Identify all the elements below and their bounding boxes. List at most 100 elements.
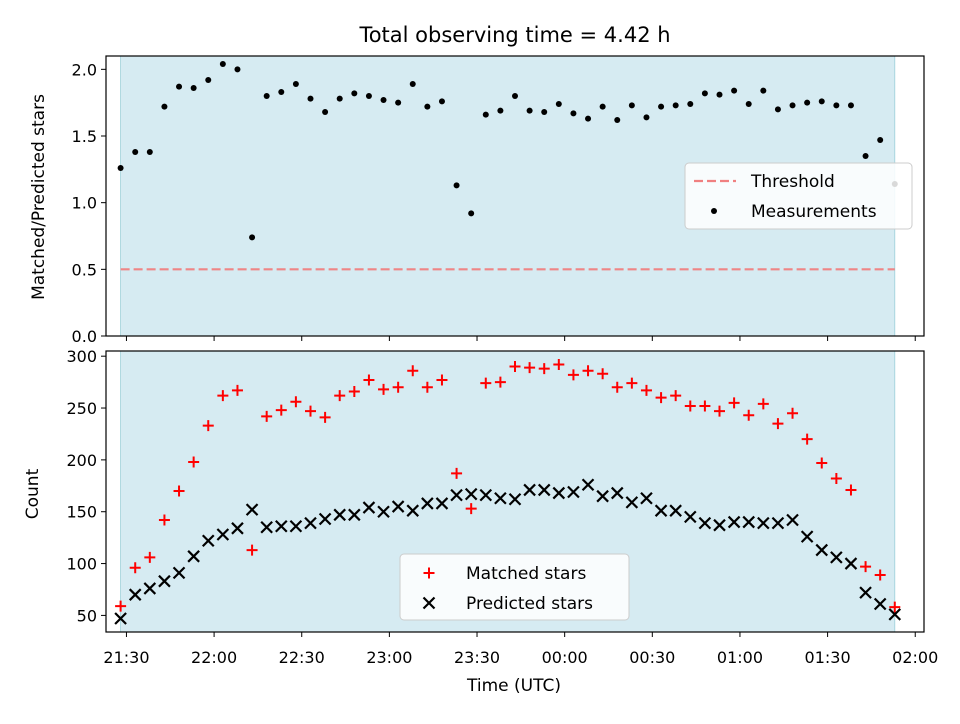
measurement-point-50 <box>833 102 840 109</box>
predicted-star-point-8 <box>216 528 230 541</box>
predicted-star-point-30 <box>537 483 551 497</box>
x-tick-label-6: 00:00 <box>542 648 588 667</box>
matched-star-point-29 <box>524 362 536 374</box>
predicted-star-point-26 <box>479 488 493 502</box>
predicted-star-point-51 <box>844 557 858 570</box>
measurement-point-19 <box>380 97 387 103</box>
measurement-point-11 <box>263 93 270 99</box>
measurement-point-17 <box>351 90 358 97</box>
matched-star-point-48 <box>801 433 813 445</box>
predicted-star-point-35 <box>610 486 624 500</box>
matched-star-point-31 <box>553 358 565 370</box>
matched-star-point-54 <box>889 601 901 613</box>
measurement-point-14 <box>307 95 314 102</box>
measurement-point-16 <box>336 95 343 102</box>
matched-star-point-21 <box>407 365 419 377</box>
measurement-point-28 <box>512 93 518 99</box>
matched-star-point-36 <box>626 377 638 389</box>
bottom-y-tick-label-6: 300 <box>66 347 97 366</box>
measurement-point-3 <box>146 149 153 155</box>
predicted-star-point-23 <box>435 497 449 510</box>
measurement-point-46 <box>774 106 781 113</box>
measurement-point-44 <box>745 101 752 107</box>
measurement-point-8 <box>219 61 226 67</box>
matched-star-point-5 <box>173 485 185 497</box>
matched-star-point-15 <box>319 411 331 423</box>
measurement-point-47 <box>789 102 796 109</box>
measurement-point-15 <box>322 109 329 115</box>
matched-star-point-44 <box>743 409 755 421</box>
predicted-star-point-7 <box>201 534 215 548</box>
measurement-point-42 <box>716 91 723 98</box>
predicted-star-point-33 <box>581 478 595 492</box>
predicted-star-point-3 <box>143 582 157 595</box>
predicted-star-point-47 <box>786 513 799 527</box>
x-tick-label-4: 23:00 <box>366 648 412 667</box>
predicted-star-point-49 <box>815 543 829 557</box>
predicted-star-point-9 <box>231 522 244 535</box>
legend-matched-swatch <box>423 567 435 579</box>
matched-star-point-39 <box>670 390 682 402</box>
bottom-legend: Matched stars Predicted stars <box>399 553 630 621</box>
predicted-star-point-12 <box>275 519 288 533</box>
matched-star-point-47 <box>787 407 799 419</box>
measurement-point-1 <box>117 165 124 171</box>
measurement-point-5 <box>176 83 183 90</box>
chart-title: Total observing time = 4.42 h <box>358 23 670 47</box>
bottom-panel: 50 100 150 200 250 300 21:30 22:00 22:30 23:00 23:… <box>66 347 938 667</box>
measurement-point-22 <box>424 103 431 110</box>
matched-star-point-49 <box>816 457 828 469</box>
legend-predicted-label: Predicted stars <box>466 594 593 614</box>
top-y-tick-label-4: 1.5 <box>72 127 97 146</box>
matched-star-point-23 <box>436 374 448 386</box>
measurement-point-12 <box>278 89 285 95</box>
predicted-star-point-38 <box>654 504 668 517</box>
measurement-point-40 <box>687 101 694 107</box>
x-tick-label-8: 01:00 <box>717 648 763 667</box>
legend-measurements-label: Measurements <box>751 202 877 222</box>
predicted-star-point-40 <box>684 510 697 524</box>
predicted-star-point-34 <box>596 489 609 503</box>
measurement-point-2 <box>132 149 139 155</box>
matched-star-point-42 <box>714 405 725 417</box>
predicted-star-point-16 <box>333 508 346 522</box>
predicted-star-point-41 <box>698 516 712 530</box>
predicted-star-point-6 <box>187 550 200 563</box>
measurement-point-37 <box>643 114 650 121</box>
predicted-star-point-42 <box>713 518 726 532</box>
measurement-point-53 <box>877 137 884 143</box>
measurement-point-38 <box>658 103 665 110</box>
measurement-point-41 <box>701 90 708 97</box>
matched-star-point-6 <box>188 456 200 468</box>
bottom-axes-frame <box>105 350 925 633</box>
predicted-star-point-2 <box>128 588 142 601</box>
x-tick-label-3: 22:30 <box>279 648 325 667</box>
predicted-star-point-24 <box>450 488 463 502</box>
predicted-star-point-5 <box>172 566 186 580</box>
measurement-point-49 <box>818 98 825 105</box>
matched-star-point-2 <box>129 562 141 574</box>
bottom-y-tick-label-2: 100 <box>66 555 97 574</box>
matched-star-point-14 <box>305 405 316 417</box>
bottom-legend-box <box>399 553 630 621</box>
matched-star-point-33 <box>582 365 594 377</box>
matched-star-point-19 <box>378 383 390 395</box>
measurement-point-21 <box>409 81 416 87</box>
measurement-point-10 <box>249 234 256 241</box>
matched-star-point-35 <box>611 381 623 393</box>
matched-star-point-28 <box>509 361 521 373</box>
bottom-y-tick-label-5: 250 <box>66 399 97 418</box>
predicted-star-point-53 <box>873 597 887 611</box>
measurement-point-4 <box>161 103 168 110</box>
top-legend-box <box>684 162 913 230</box>
predicted-star-point-4 <box>158 574 171 588</box>
predicted-star-point-31 <box>552 486 566 500</box>
top-panel: 0.0 0.5 1.0 1.5 2.0 Threshold Measurements <box>72 55 925 346</box>
matched-star-point-45 <box>757 398 769 410</box>
matched-star-point-34 <box>597 368 609 380</box>
matched-star-point-17 <box>348 385 360 397</box>
measurement-point-18 <box>365 93 372 99</box>
predicted-star-point-15 <box>318 512 332 526</box>
predicted-star-point-48 <box>800 530 814 543</box>
